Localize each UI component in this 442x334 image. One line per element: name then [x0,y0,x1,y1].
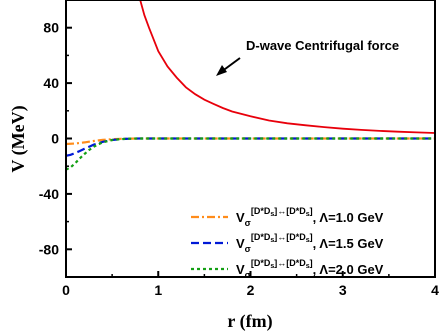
series-layer [66,0,435,171]
y-tick-label-4: 80 [43,20,59,36]
y-tick-label-3: 40 [43,75,59,91]
y-axis-title: V (MeV) [8,105,29,172]
legend-item-lambda-1-5: Vσ[D*Ds]↔[D*Ds], Λ=1.5 GeV [191,232,384,254]
legend-label-lambda-1-5: Vσ[D*Ds]↔[D*Ds], Λ=1.5 GeV [236,232,384,254]
y-tick-label-2: 0 [51,131,59,147]
annotation-text: D-wave Centrifugal force [246,38,399,53]
legend-label-lambda-2-0: Vσ[D*Ds]↔[D*Ds], Λ=2.0 GeV [236,258,384,280]
annotation-arrow-head [216,65,227,76]
legend-label-lambda-1-0: Vσ[D*Ds]↔[D*Ds], Λ=1.0 GeV [236,206,384,228]
legend: Vσ[D*Ds]↔[D*Ds], Λ=1.0 GeV Vσ[D*Ds]↔[D*D… [191,206,384,280]
legend-item-lambda-2-0: Vσ[D*Ds]↔[D*Ds], Λ=2.0 GeV [191,258,384,280]
y-tick-label-0: -80 [39,241,59,257]
x-tick-label-3: 3 [339,282,347,298]
tick-layer: 0 1 2 3 4 -80 -40 0 40 80 [39,20,439,298]
x-axis-title: r (fm) [227,311,272,332]
x-tick-label-1: 1 [154,282,162,298]
series-line-2 [66,137,435,157]
x-tick-label-0: 0 [62,282,70,298]
y-tick-label-1: -40 [39,186,59,202]
series-line-3 [66,137,435,171]
x-tick-label-2: 2 [247,282,255,298]
x-tick-label-4: 4 [431,282,439,298]
series-line-0 [139,0,435,134]
annotation: D-wave Centrifugal force [216,38,399,76]
legend-item-lambda-1-0: Vσ[D*Ds]↔[D*Ds], Λ=1.0 GeV [191,206,384,228]
